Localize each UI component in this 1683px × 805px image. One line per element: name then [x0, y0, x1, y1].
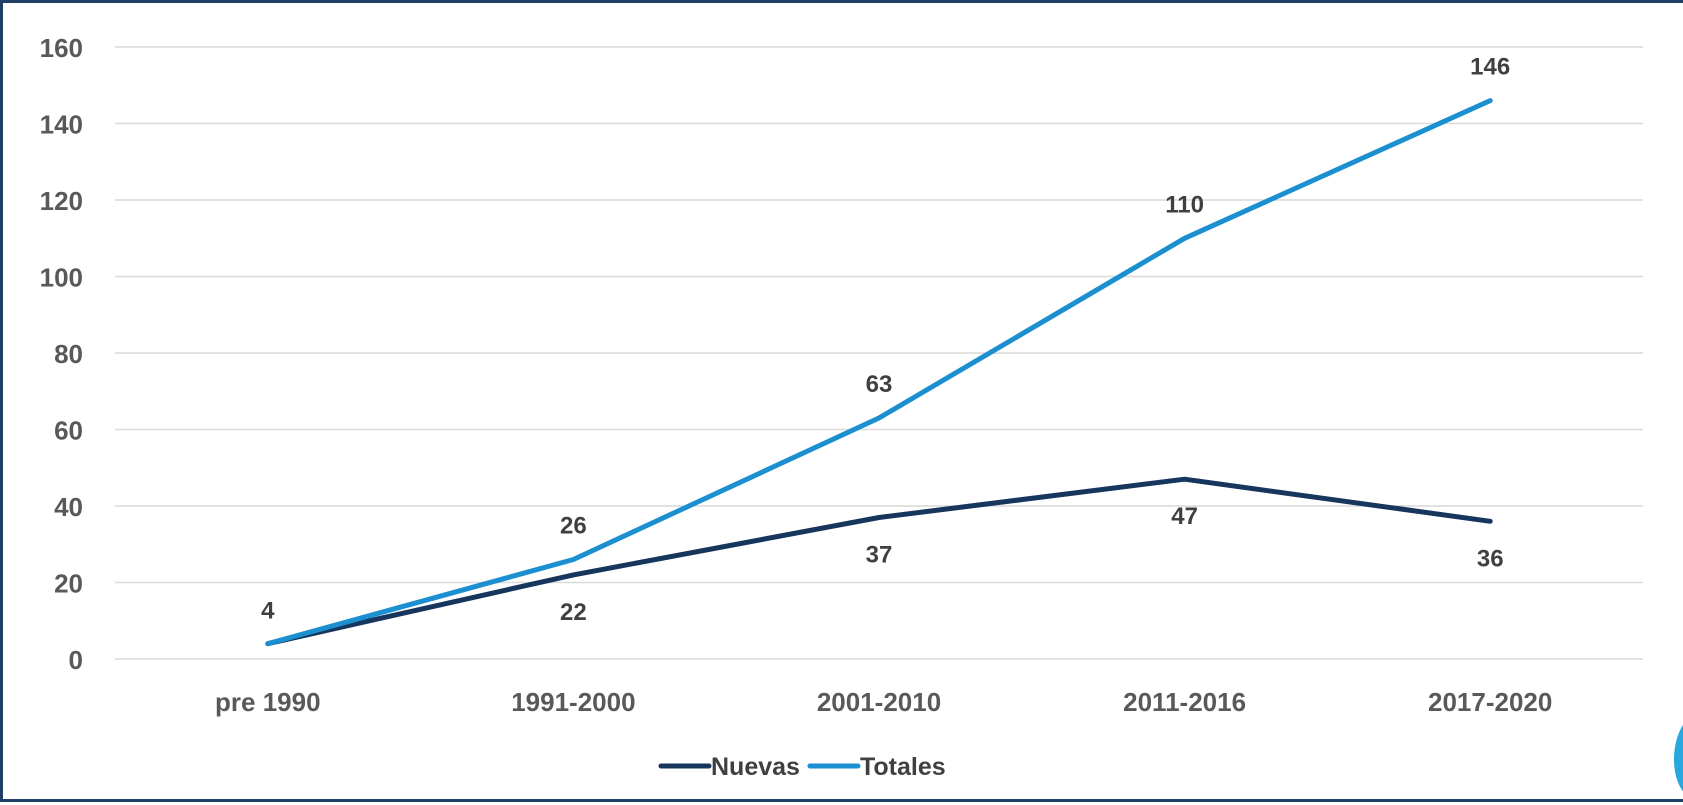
y-tick-label: 160: [40, 33, 83, 63]
data-label-nuevas: 37: [866, 541, 893, 568]
y-tick-label: 120: [40, 186, 83, 216]
x-tick-label: 2011-2016: [1123, 687, 1246, 717]
legend-label-nuevas: Nuevas: [711, 753, 800, 781]
y-tick-label: 140: [40, 110, 83, 140]
data-label-totales: 63: [866, 371, 893, 398]
y-tick-label: 0: [69, 645, 83, 675]
y-tick-label: 60: [54, 416, 83, 446]
x-tick-label: 2001-2010: [817, 687, 941, 717]
legend-label-totales: Totales: [860, 753, 946, 781]
y-tick-label: 20: [54, 569, 83, 599]
data-label-totales: 110: [1165, 191, 1204, 218]
data-label-nuevas: 22: [560, 599, 587, 626]
data-labels: 4 22 37 47 36 26 63 110 146: [261, 54, 1510, 626]
y-tick-label: 40: [54, 492, 83, 522]
line-chart: 0 20 40 60 80 100 120 140 160 pre 1990 1991-2000 2…: [40, 33, 1683, 792]
series-lines: [265, 98, 1493, 647]
x-tick-label: pre 1990: [215, 687, 321, 717]
data-label-nuevas: 4: [261, 598, 275, 625]
series-line-nuevas: [265, 476, 1493, 647]
series-line-totales: [265, 98, 1493, 647]
decorative-corner-shape: [1674, 725, 1683, 792]
grid-lines: [115, 46, 1643, 660]
data-label-totales: 146: [1470, 54, 1510, 81]
y-tick-label: 80: [54, 339, 83, 369]
x-tick-label: 2017-2020: [1428, 687, 1552, 717]
data-label-nuevas: 36: [1477, 545, 1504, 572]
x-axis-ticks: pre 1990 1991-2000 2001-2010 2011-2016 2017-…: [215, 687, 1552, 717]
data-label-nuevas: 47: [1171, 503, 1198, 530]
y-tick-label: 100: [40, 263, 83, 293]
legend: Nuevas Totales: [658, 753, 946, 781]
y-axis-ticks: 0 20 40 60 80 100 120 140 160: [40, 33, 83, 675]
x-tick-label: 1991-2000: [511, 687, 635, 717]
data-label-totales: 26: [560, 513, 587, 540]
